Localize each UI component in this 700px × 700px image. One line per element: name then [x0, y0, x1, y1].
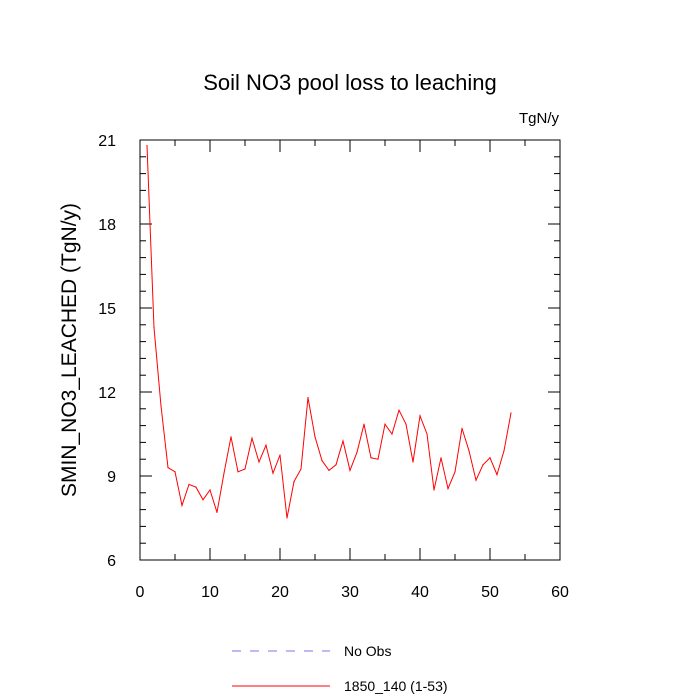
data-point: [433, 489, 435, 491]
data-point: [419, 415, 421, 417]
data-point: [307, 397, 309, 399]
data-point: [363, 423, 365, 425]
data-point: [279, 454, 281, 456]
data-point: [293, 481, 295, 483]
y-tick-label: 6: [107, 553, 116, 570]
data-point: [482, 464, 484, 466]
x-tick-label: 50: [481, 584, 499, 601]
y-tick-label: 9: [107, 469, 116, 486]
data-point: [230, 436, 232, 438]
data-point: [216, 511, 218, 513]
data-point: [167, 467, 169, 469]
data-point: [447, 488, 449, 490]
plot-frame: [139, 139, 561, 561]
legend-label-1850-140: 1850_140 (1-53): [344, 678, 448, 694]
data-point: [335, 464, 337, 466]
data-point: [377, 458, 379, 460]
chart-title: Soil NO3 pool loss to leaching: [203, 70, 497, 95]
x-tick-label: 20: [271, 584, 289, 601]
series-layer: [146, 145, 512, 519]
data-point: [468, 450, 470, 452]
y-axis-label: SMIN_NO3_LEACHED (TgN/y): [58, 203, 81, 497]
series-line-1850-140-1-53-: [146, 145, 512, 519]
data-point: [321, 460, 323, 462]
data-point: [237, 471, 239, 473]
data-point: [454, 471, 456, 473]
y-tick-label: 21: [98, 133, 116, 150]
axis-ticks: [139, 139, 561, 561]
data-point: [440, 457, 442, 459]
x-tick-label: 40: [411, 584, 429, 601]
data-point: [503, 450, 505, 452]
data-point: [181, 504, 183, 506]
data-point: [475, 479, 477, 481]
data-point: [251, 437, 253, 439]
data-point: [349, 469, 351, 471]
data-point: [286, 517, 288, 519]
data-point: [223, 472, 225, 474]
data-point: [328, 469, 330, 471]
data-point: [209, 489, 211, 491]
units-label: TgN/y: [519, 110, 560, 127]
data-point: [272, 472, 274, 474]
data-point: [510, 412, 512, 414]
legend: No Obs 1850_140 (1-53): [232, 643, 448, 694]
data-point: [244, 468, 246, 470]
data-point: [153, 327, 155, 329]
data-point: [496, 474, 498, 476]
data-point: [314, 436, 316, 438]
legend-label-no-obs: No Obs: [344, 643, 391, 659]
data-point: [195, 486, 197, 488]
axis-tick-labels: 0 10 20 30 40 50 60 6 9 12 15 18 21: [98, 133, 569, 601]
y-tick-label: 15: [98, 301, 116, 318]
x-tick-label: 0: [136, 584, 145, 601]
data-point: [202, 499, 204, 501]
x-tick-label: 10: [201, 584, 219, 601]
data-point: [412, 461, 414, 463]
y-tick-label: 12: [98, 385, 116, 402]
data-point: [258, 461, 260, 463]
data-point: [391, 433, 393, 435]
data-point: [188, 483, 190, 485]
data-point: [398, 409, 400, 411]
data-point: [405, 423, 407, 425]
x-tick-label: 30: [341, 584, 359, 601]
data-point: [342, 440, 344, 442]
x-tick-label: 60: [551, 584, 569, 601]
data-point: [426, 433, 428, 435]
data-point: [300, 468, 302, 470]
data-point: [489, 457, 491, 459]
data-point: [461, 427, 463, 429]
data-point: [370, 457, 372, 459]
data-point: [265, 444, 267, 446]
y-tick-label: 18: [98, 217, 116, 234]
data-point: [174, 471, 176, 473]
data-point: [146, 145, 148, 147]
data-point: [384, 423, 386, 425]
data-point: [160, 405, 162, 407]
data-point: [356, 451, 358, 453]
